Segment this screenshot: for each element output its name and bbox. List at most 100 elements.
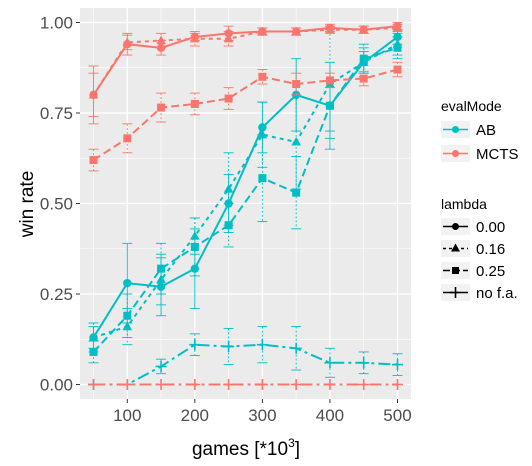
- legend-item-mcts: MCTS: [441, 145, 519, 163]
- data-point: [224, 94, 233, 103]
- error-bar: [156, 32, 167, 49]
- error-bar: [291, 72, 302, 96]
- data-point: [291, 26, 301, 36]
- data-point: [257, 129, 268, 139]
- error-bar: [223, 31, 234, 47]
- y-tick-label: 1.00: [40, 13, 73, 32]
- legend-title-evalmode: evalMode: [441, 98, 502, 114]
- y-tick-label: 0.50: [40, 195, 73, 214]
- error-bar: [257, 326, 268, 364]
- data-point: [190, 99, 199, 108]
- legend-item-lambda-nofa: no f.a.: [441, 284, 518, 302]
- data-point: [223, 184, 234, 193]
- data-point: [123, 278, 132, 288]
- legend-key-square: [452, 267, 459, 274]
- data-point: [155, 379, 167, 391]
- legend-item-ab: AB: [441, 121, 496, 139]
- error-bar: [88, 148, 99, 172]
- data-point: [325, 76, 334, 85]
- data-point: [291, 136, 301, 146]
- data-point: [89, 156, 98, 165]
- error-bar: [358, 70, 369, 87]
- data-point: [258, 174, 267, 183]
- data-point: [88, 379, 100, 391]
- series-mcts-025: [88, 61, 403, 172]
- data-point: [358, 24, 369, 34]
- data-point: [157, 103, 166, 112]
- series-mcts-016: [88, 22, 403, 118]
- error-bar: [88, 340, 99, 364]
- data-point: [190, 33, 200, 43]
- series-mcts-nofa: [88, 379, 403, 391]
- x-tick-label: 500: [383, 406, 411, 425]
- data-point: [325, 101, 334, 110]
- data-point: [256, 339, 268, 351]
- legend-item-lambda-000: 0.00: [441, 218, 505, 236]
- error-bar: [392, 61, 403, 78]
- series-line: [92, 36, 399, 338]
- data-point: [157, 264, 166, 273]
- legend-label-lambda-000: 0.00: [476, 219, 505, 236]
- legend-label-ab: AB: [476, 122, 496, 139]
- data-point: [122, 321, 133, 331]
- series-line: [93, 343, 398, 386]
- error-bar: [358, 351, 369, 375]
- series-lines: [88, 21, 403, 391]
- data-point: [156, 274, 166, 284]
- error-bar: [392, 353, 403, 376]
- error-bar: [257, 69, 268, 85]
- error-bar: [223, 327, 234, 366]
- data-point: [359, 74, 368, 83]
- error-bar: [392, 32, 403, 56]
- x-tick-label: 400: [316, 406, 344, 425]
- error-bar: [122, 308, 133, 346]
- error-bar: [189, 333, 200, 357]
- data-point: [292, 188, 301, 197]
- data-point: [324, 357, 336, 369]
- data-point: [88, 89, 99, 99]
- x-tick-label: 300: [248, 406, 276, 425]
- error-bar: [122, 123, 133, 154]
- data-point: [121, 379, 133, 391]
- y-tick-label: 0.00: [40, 376, 73, 395]
- series-line: [93, 43, 398, 339]
- error-bar: [257, 134, 268, 223]
- data-point: [189, 339, 201, 351]
- legend-key-mcts-point: [452, 150, 459, 157]
- legend-label-lambda-016: 0.16: [476, 241, 505, 258]
- data-point: [190, 264, 200, 273]
- data-point: [224, 221, 233, 230]
- data-point: [190, 242, 199, 251]
- data-point: [325, 24, 335, 34]
- y-tick-label: 0.25: [40, 285, 73, 304]
- data-point: [223, 33, 234, 43]
- legend-title-lambda: lambda: [441, 196, 487, 212]
- legend-key-triangle: [451, 243, 460, 252]
- error-bar: [324, 347, 335, 378]
- data-point: [393, 43, 402, 52]
- error-bar: [122, 34, 133, 51]
- data-point: [257, 26, 268, 36]
- data-point: [393, 65, 402, 74]
- series-line: [92, 68, 398, 161]
- data-point: [156, 35, 166, 45]
- data-point: [324, 379, 336, 391]
- data-point: [88, 332, 99, 342]
- legend: evalMode AB MCTS lambda 0.00 0.16: [441, 98, 519, 302]
- data-point: [290, 342, 302, 354]
- series-line: [92, 26, 398, 96]
- error-bar: [189, 31, 200, 47]
- series-ab-nofa: [88, 326, 403, 391]
- data-point: [392, 22, 403, 32]
- y-tick-label: 0.75: [40, 104, 73, 123]
- x-tick-label: 100: [113, 406, 141, 425]
- legend-item-lambda-016: 0.16: [441, 240, 505, 258]
- data-point: [223, 379, 235, 391]
- data-point: [358, 379, 370, 391]
- data-point: [391, 379, 403, 391]
- data-point: [123, 311, 132, 320]
- legend-key-ab-point: [452, 126, 459, 133]
- axis-ticks: 0.00 0.25 0.50 0.75 1.00 100 200 300 400 500: [40, 13, 412, 425]
- data-point: [258, 72, 267, 81]
